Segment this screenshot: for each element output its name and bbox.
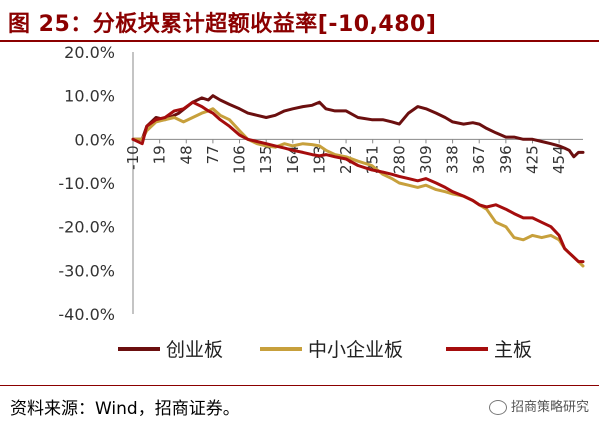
legend-item-chuangyeban: 创业板	[118, 335, 223, 362]
watermark: 招商策略研究	[488, 396, 589, 415]
series-line-chuangyeban	[131, 94, 585, 159]
line-chart: 20.0% 10.0% 0.0% -10.0% -20.0% -30.0% -40.0% -1…	[58, 44, 585, 324]
x-tick-label: -10	[124, 145, 142, 170]
x-tick-label: 135	[257, 145, 275, 174]
page-title: 图 25：分板块累计超额收益率[-10,480]	[8, 12, 437, 37]
x-tick-label: 309	[417, 145, 435, 174]
y-tick-label: 10.0%	[64, 87, 115, 106]
x-tick-label: 280	[390, 145, 408, 174]
x-tick-label: 367	[470, 145, 488, 174]
legend-swatch-chuangyeban	[118, 346, 160, 351]
series-line-zhuban	[131, 100, 585, 264]
legend-swatch-zhuban	[446, 346, 488, 351]
legend-label-zhongxiaoban: 中小企业板	[308, 339, 404, 361]
watermark-text: 招商策略研究	[510, 400, 589, 415]
chart-legend: 创业板 中小企业板 主板	[0, 335, 599, 365]
y-tick-label: -30.0%	[58, 261, 115, 280]
x-tick-label: 19	[151, 145, 169, 164]
y-tick-label: -10.0%	[58, 174, 115, 193]
x-tick-label: 425	[523, 145, 541, 174]
x-tick-label: 193	[310, 145, 328, 174]
x-tick-label: 454	[550, 145, 568, 174]
title-divider	[0, 40, 599, 42]
x-tick-label: 396	[497, 145, 515, 174]
legend-item-zhuban: 主板	[446, 335, 532, 362]
legend-swatch-zhongxiaoban	[260, 346, 302, 351]
y-tick-label: -40.0%	[58, 305, 115, 324]
legend-item-zhongxiaoban: 中小企业板	[260, 335, 403, 362]
x-tick-label: 338	[444, 145, 462, 174]
source-divider	[0, 385, 599, 386]
source-note: 资料来源：Wind，招商证券。	[10, 399, 240, 419]
legend-label-chuangyeban: 创业板	[166, 339, 224, 361]
wechat-icon	[488, 400, 507, 415]
x-tick-label: 106	[231, 145, 249, 174]
series-line-zhongxiaoban	[131, 107, 585, 268]
y-tick-label: 0.0%	[74, 130, 115, 149]
y-tick-label: 20.0%	[64, 44, 115, 62]
legend-label-zhuban: 主板	[494, 339, 533, 361]
x-tick-label: 251	[364, 145, 382, 174]
x-tick-label: 77	[204, 145, 222, 164]
x-tick-label: 48	[177, 145, 195, 164]
y-tick-label: -20.0%	[58, 218, 115, 237]
